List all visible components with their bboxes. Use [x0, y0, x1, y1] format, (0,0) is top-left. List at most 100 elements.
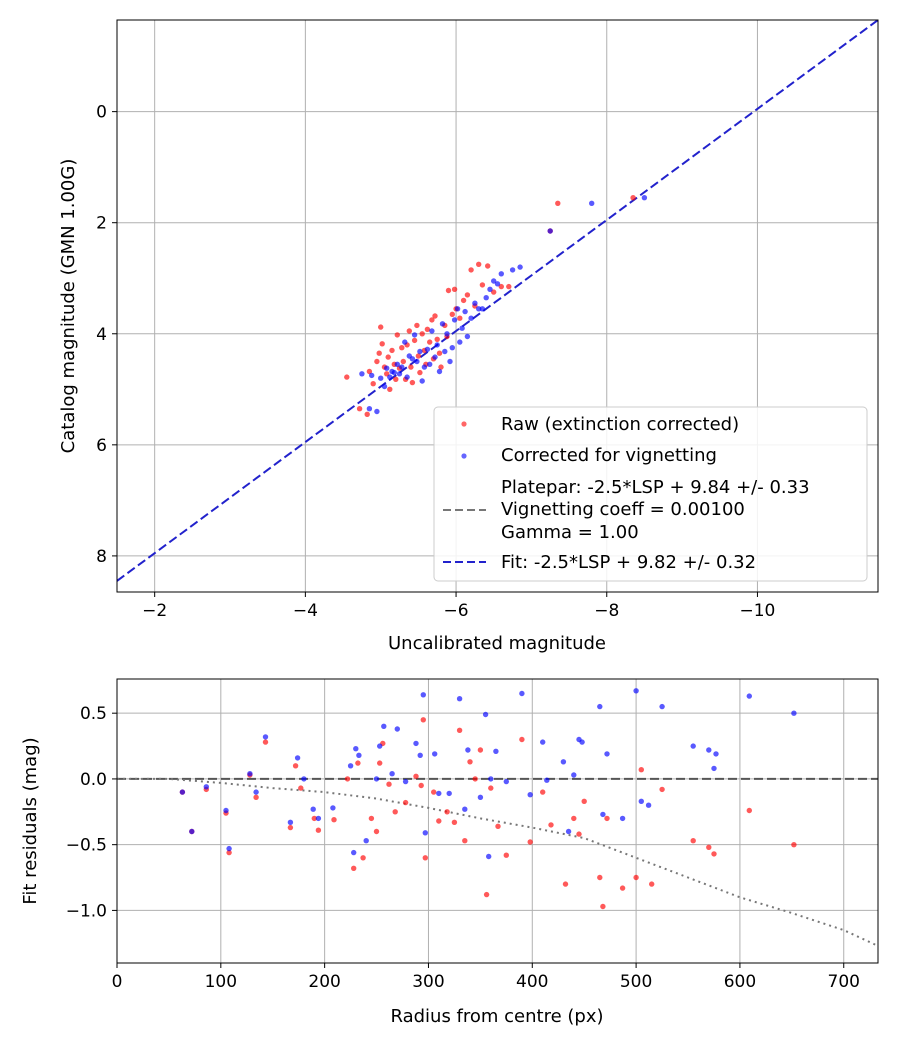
raw-point [706, 844, 712, 850]
corrected-point [464, 333, 471, 340]
raw-point [619, 885, 626, 891]
corrected-point [417, 752, 423, 758]
corrected-point [619, 815, 626, 822]
corrected-point [494, 281, 501, 287]
y-tick-label: 0.0 [80, 770, 107, 790]
x-tick-label: 600 [724, 972, 756, 992]
top-points [344, 195, 648, 417]
legend-marker-raw [461, 421, 467, 427]
raw-point [344, 374, 350, 380]
raw-point [485, 263, 491, 269]
raw-point [711, 851, 717, 857]
legend-label-fit: Fit: -2.5*LSP + 9.82 +/- 0.32 [501, 552, 756, 573]
corrected-point [432, 354, 438, 360]
corrected-point [449, 345, 455, 351]
raw-point [406, 328, 412, 334]
corrected-point [444, 331, 450, 337]
corrected-point [402, 339, 408, 345]
bottom-lines [117, 777, 878, 947]
raw-point [408, 364, 414, 370]
y-tick-label: −0.5 [66, 836, 107, 856]
top-axes-frame [116, 19, 879, 593]
raw-point [393, 376, 399, 382]
raw-point [436, 350, 443, 356]
raw-point [419, 331, 425, 337]
corrected-point [310, 806, 316, 812]
corrected-point [711, 765, 717, 772]
raw-point [483, 891, 490, 898]
corrected-point [544, 777, 550, 783]
corrected-point [447, 358, 453, 365]
raw-point [418, 782, 424, 789]
y-tick-label: 0.5 [80, 704, 107, 724]
legend-marker-corrected [461, 453, 467, 459]
corrected-point [493, 748, 499, 754]
x-tick-label: 100 [205, 972, 237, 992]
raw-point [402, 799, 409, 806]
raw-point [394, 332, 400, 338]
raw-point [415, 353, 422, 359]
raw-point [355, 760, 361, 766]
corrected-point [411, 332, 418, 338]
corrected-point [434, 342, 440, 348]
x-tick-label: 700 [828, 972, 860, 992]
corrected-point [394, 726, 400, 732]
raw-point [389, 347, 395, 354]
top-x-axis-label: Uncalibrated magnitude [388, 633, 606, 654]
raw-point [399, 345, 405, 351]
raw-point [368, 815, 375, 822]
raw-point [417, 369, 423, 376]
corrected-point [457, 339, 463, 345]
corrected-point [486, 853, 492, 860]
corrected-point [294, 755, 301, 761]
corrected-point [330, 805, 336, 811]
corrected-point [421, 364, 428, 370]
raw-point [378, 324, 384, 330]
corrected-point [436, 790, 442, 797]
corrected-point [472, 300, 478, 306]
x-tick-label: −2 [142, 601, 167, 621]
raw-point [292, 763, 299, 769]
raw-point [400, 358, 406, 365]
raw-point [422, 855, 428, 861]
raw-point [460, 297, 467, 304]
raw-point [427, 339, 433, 345]
raw-point [432, 313, 438, 319]
raw-point [633, 874, 639, 881]
corrected-point [454, 306, 461, 312]
x-tick-label: 500 [620, 972, 652, 992]
raw-point [506, 283, 512, 290]
raw-point [429, 317, 435, 323]
legend-label-raw: Raw (extinction corrected) [501, 414, 739, 435]
raw-point [377, 760, 383, 766]
corrected-point [315, 815, 322, 822]
corrected-point [387, 374, 393, 380]
corrected-point [604, 751, 610, 757]
raw-point [360, 855, 366, 861]
raw-point [457, 315, 463, 321]
raw-point [649, 881, 655, 887]
corrected-point [638, 798, 644, 804]
corrected-point [436, 368, 443, 375]
corrected-point [378, 375, 384, 381]
corrected-point [597, 703, 603, 710]
legend-box [433, 406, 868, 582]
raw-point [503, 852, 509, 858]
raw-point [253, 794, 259, 800]
y-tick-label: 2 [96, 214, 107, 234]
raw-point [479, 282, 486, 288]
raw-point [376, 350, 382, 356]
corrected-point [391, 369, 397, 376]
raw-point [315, 827, 322, 833]
corrected-point [394, 361, 400, 367]
corrected-point [459, 325, 465, 331]
raw-point [366, 368, 373, 375]
raw-point [581, 798, 587, 804]
corrected-point [377, 743, 383, 749]
corrected-point [404, 374, 410, 380]
raw-point [414, 322, 420, 329]
raw-point [477, 747, 484, 753]
raw-point [226, 849, 232, 856]
